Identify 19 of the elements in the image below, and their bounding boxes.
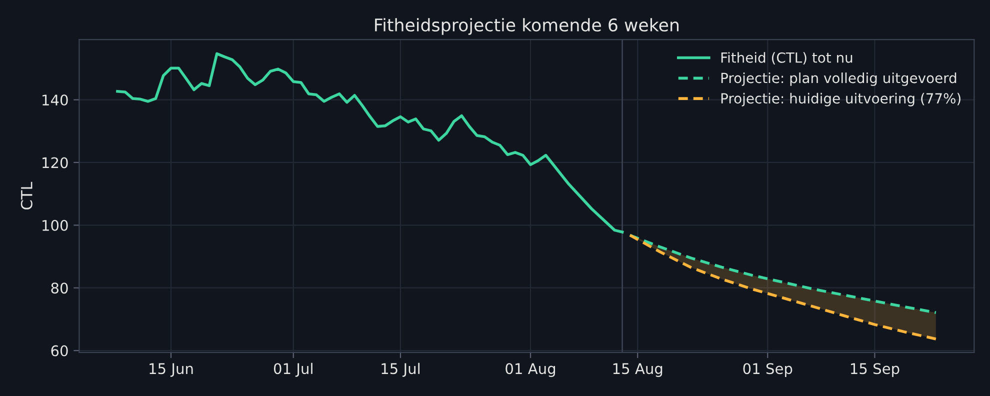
x-tick-label: 15 Aug [613, 363, 662, 377]
chart-title: Fitheidsprojectie komende 6 weken [375, 18, 679, 35]
legend-label: Fitheid (CTL) tot nu [721, 52, 852, 64]
y-tick-label: 80 [51, 282, 68, 294]
y-tick-label: 120 [42, 157, 68, 168]
x-tick-label: 15 Jul [382, 362, 420, 377]
line-series [628, 234, 938, 314]
x-tick-label: 01 Jul [274, 362, 312, 377]
y-axis-title: CTL [20, 182, 32, 210]
legend-label: Projectie: plan volledig uitgevoerd [721, 72, 956, 86]
x-tick-label: 01 Sep [743, 363, 792, 377]
x-tick-label: 15 Jun [150, 363, 193, 377]
line-series [116, 52, 624, 234]
x-tick-label: 01 Aug [506, 363, 556, 377]
y-tick-label: 100 [42, 220, 68, 231]
x-tick-label: 15 Sep [850, 363, 900, 377]
y-tick-label: 140 [42, 94, 68, 106]
legend-label: Projectie: huidige uitvoering (77%) [721, 92, 960, 106]
y-tick-label: 60 [51, 345, 68, 356]
